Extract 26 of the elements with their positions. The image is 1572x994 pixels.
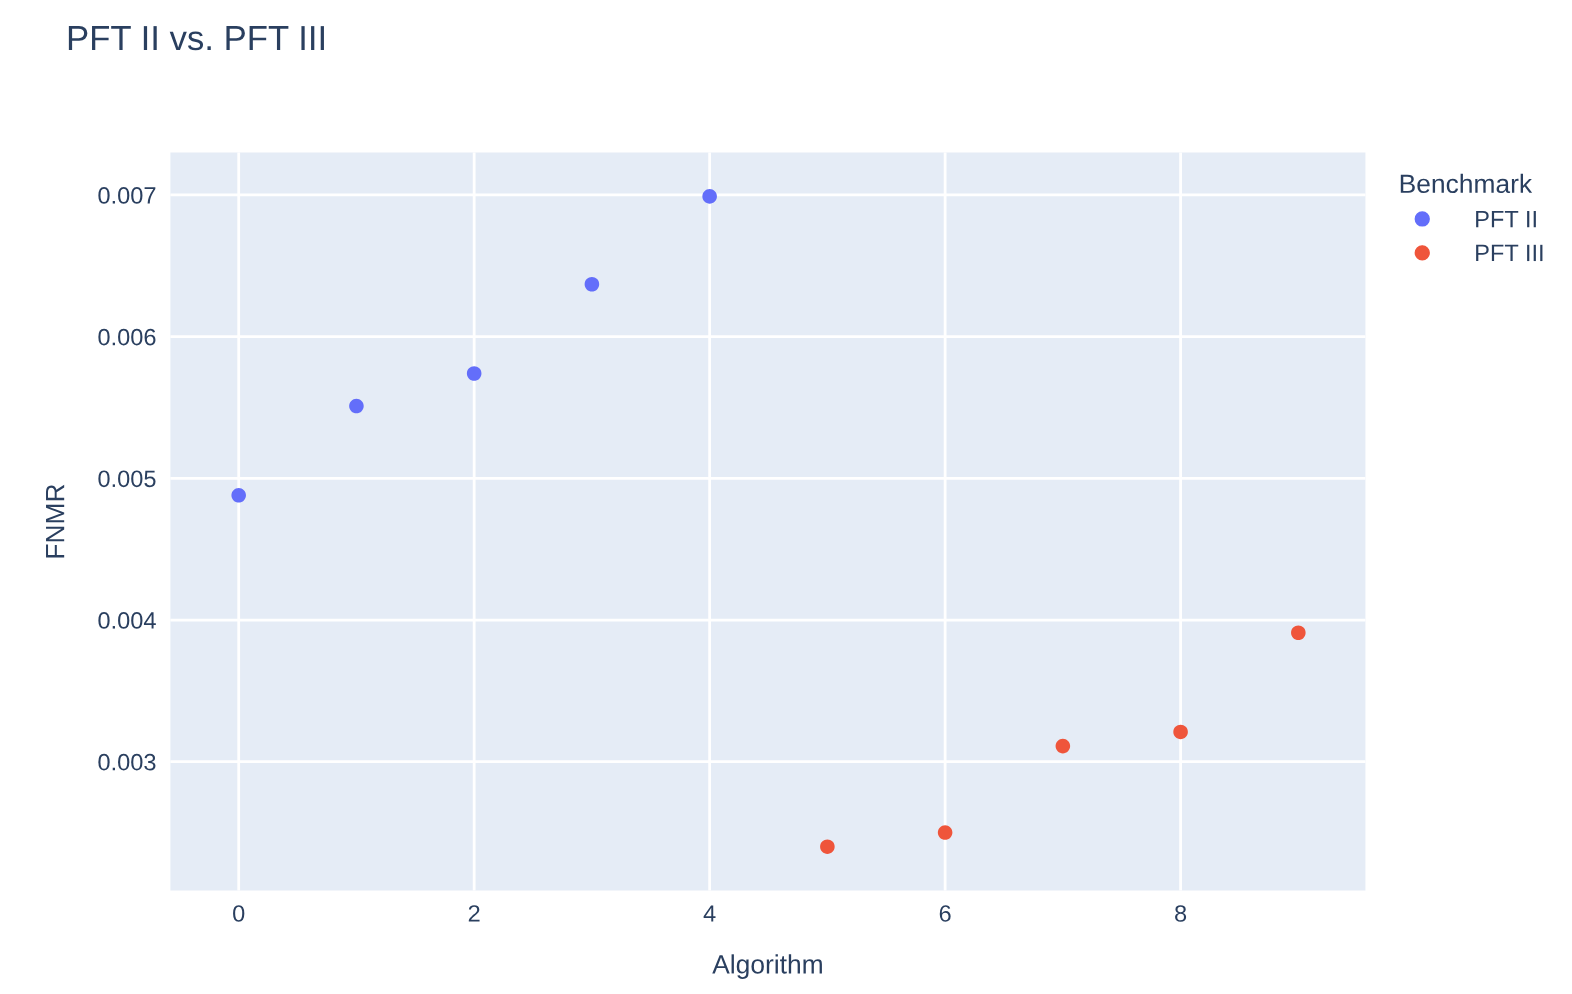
- y-tick-label: 0.005: [98, 470, 156, 488]
- x-tick-label: 4: [703, 905, 716, 922]
- x-tick-label: 2: [468, 905, 480, 922]
- legend-title: Benchmark: [1400, 173, 1533, 194]
- point: [937, 825, 953, 840]
- point: [466, 366, 482, 381]
- chart-title: PFT II vs. PFT III: [68, 26, 324, 51]
- point: [1173, 724, 1188, 740]
- x-tick-label: 8: [1175, 905, 1187, 922]
- point: [702, 189, 717, 204]
- point: [1291, 625, 1306, 641]
- y-tick-label: 0.007: [98, 187, 156, 204]
- x-tick-label: 0: [233, 905, 245, 922]
- point: [584, 276, 600, 292]
- y-axis-title: FNMR: [46, 484, 65, 558]
- x-tick-label: 6: [939, 905, 951, 922]
- x-axis-title: Algorithm: [712, 954, 822, 979]
- point: [1055, 738, 1071, 754]
- y-tick-label: 0.003: [98, 753, 156, 771]
- legend-label: PFT II: [1476, 211, 1536, 228]
- point: [231, 488, 246, 503]
- legend-label: PFT III: [1476, 244, 1543, 262]
- point: [349, 398, 364, 414]
- y-tick-label: 0.006: [98, 328, 156, 346]
- y-tick-label: 0.004: [98, 612, 156, 629]
- point: [820, 839, 835, 854]
